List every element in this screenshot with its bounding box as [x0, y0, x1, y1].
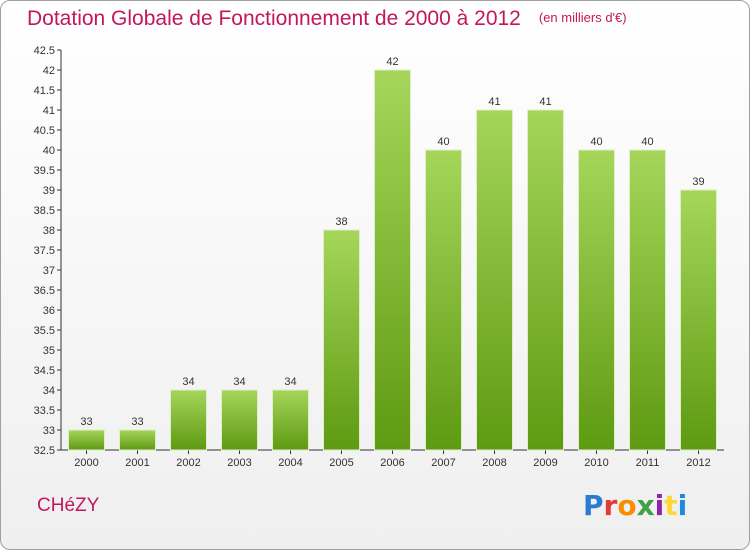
bar — [527, 109, 564, 451]
y-tick-label: 35.5 — [34, 325, 55, 337]
y-tick-label: 36.5 — [34, 285, 55, 297]
y-tick-label: 40.5 — [34, 125, 55, 137]
x-tick-label: 2007 — [431, 457, 455, 469]
y-tick-label: 42.5 — [34, 45, 55, 57]
x-tick-label: 2001 — [125, 457, 149, 469]
x-tick-label: 2000 — [74, 457, 98, 469]
y-tick-label: 39 — [43, 185, 55, 197]
y-tick-label: 37 — [43, 265, 55, 277]
bar — [221, 389, 258, 451]
x-tick-label: 2003 — [227, 457, 251, 469]
bar — [119, 429, 156, 451]
x-tick-label: 2006 — [380, 457, 404, 469]
bar — [374, 69, 411, 451]
y-tick-label: 32.5 — [34, 445, 55, 457]
logo-letter: i — [654, 489, 665, 522]
bar — [68, 429, 105, 451]
chart-title: Dotation Globale de Fonctionnement de 20… — [27, 7, 627, 31]
proxiti-logo[interactable]: Proxiti — [583, 489, 687, 522]
y-tick-label: 42 — [43, 65, 55, 77]
x-tick-label: 2012 — [686, 457, 710, 469]
bar — [425, 149, 462, 451]
x-tick-label: 2004 — [278, 457, 302, 469]
logo-letter: P — [583, 489, 604, 522]
bar — [629, 149, 666, 451]
bar — [170, 389, 207, 451]
bar — [272, 389, 309, 451]
data-label: 42 — [386, 56, 398, 68]
bar — [680, 189, 717, 451]
data-label: 34 — [284, 376, 296, 388]
data-label: 39 — [692, 176, 704, 188]
unit-label: (en milliers d'€) — [538, 10, 627, 25]
data-label: 33 — [131, 416, 143, 428]
y-tick-label: 36 — [43, 305, 55, 317]
data-label: 38 — [335, 216, 347, 228]
logo-letter: r — [603, 489, 618, 522]
y-tick-label: 33.5 — [34, 405, 55, 417]
bar — [323, 229, 360, 451]
data-label: 40 — [590, 136, 602, 148]
x-tick-label: 2011 — [636, 457, 660, 469]
data-label: 33 — [80, 416, 92, 428]
y-tick-label: 37.5 — [34, 245, 55, 257]
data-label: 34 — [233, 376, 245, 388]
logo-letter: i — [677, 489, 688, 522]
data-label: 41 — [539, 96, 551, 108]
y-tick-label: 34.5 — [34, 365, 55, 377]
y-tick-label: 40 — [43, 145, 55, 157]
y-tick-label: 35 — [43, 345, 55, 357]
title-text: Dotation Globale de Fonctionnement de 20… — [27, 7, 521, 30]
data-label: 34 — [182, 376, 194, 388]
data-label: 40 — [437, 136, 449, 148]
y-tick-label: 38.5 — [34, 205, 55, 217]
x-tick-label: 2010 — [584, 457, 608, 469]
logo-letter: x — [636, 489, 655, 522]
logo-letter: o — [617, 489, 637, 522]
x-tick-label: 2002 — [176, 457, 200, 469]
bar — [476, 109, 513, 451]
y-tick-label: 41.5 — [34, 85, 55, 97]
logo-letter: t — [664, 489, 678, 522]
commune-name: CHéZY — [37, 495, 100, 516]
y-tick-label: 41 — [43, 105, 55, 117]
y-tick-label: 39.5 — [34, 165, 55, 177]
x-tick-label: 2009 — [533, 457, 557, 469]
bar — [578, 149, 615, 451]
y-tick-label: 34 — [43, 385, 55, 397]
y-tick-label: 38 — [43, 225, 55, 237]
data-label: 41 — [488, 96, 500, 108]
y-tick-label: 33 — [43, 425, 55, 437]
x-tick-label: 2008 — [482, 457, 506, 469]
data-label: 40 — [641, 136, 653, 148]
x-tick-label: 2005 — [329, 457, 353, 469]
